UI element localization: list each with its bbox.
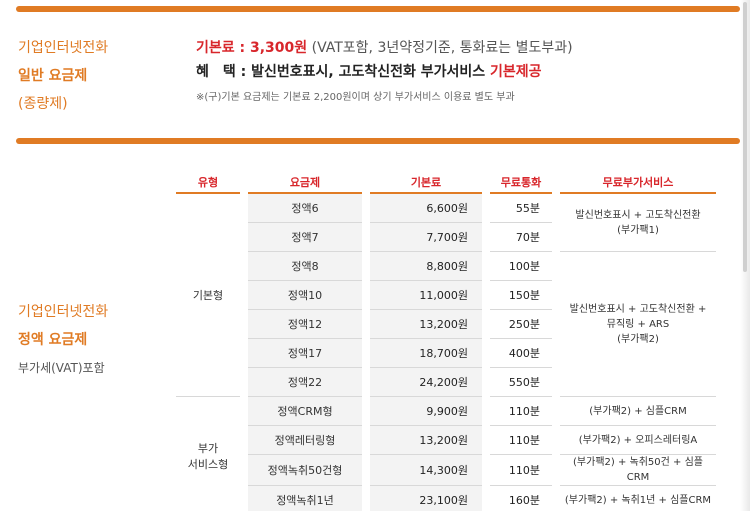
type-addon-line2: 서비스형 (187, 457, 229, 471)
scrollbar-thumb[interactable] (743, 2, 747, 272)
benefit-highlight: 기본제공 (490, 64, 542, 80)
header-type: 유형 (176, 172, 240, 194)
plan-fee: 18,700원 (370, 339, 482, 368)
header-free-minutes: 무료통화 (490, 172, 552, 194)
section2-label-vat: 부가세(VAT)포함 (18, 361, 105, 375)
service-pack2-line2: 뮤직링 + ARS (606, 318, 670, 330)
table-row: 정액22 24,200원 550분 (176, 368, 716, 397)
table-row: 기본형 정액6 6,600원 55분 발신번호표시 + 고도착신전환 (부가팩1… (176, 194, 716, 397)
section2-label-plan: 정액 요금제 (18, 332, 88, 348)
plan-fee: 24,200원 (370, 368, 482, 397)
plan-name: 정액CRM형 (248, 397, 362, 426)
section2-label: 기업인터넷전화 정액 요금제 부가세(VAT)포함 (18, 298, 108, 382)
plan-fee: 14,300원 (370, 455, 482, 486)
fee-label: 기본료 : 3,300원 (196, 40, 308, 56)
plan-free-minutes: 70분 (490, 223, 552, 252)
plan-name: 정액17 (248, 339, 362, 368)
plan-fee: 13,200원 (370, 426, 482, 455)
service-pack1-line2: (부가팩1) (617, 224, 659, 236)
section2-label-company: 기업인터넷전화 (18, 304, 109, 320)
service-pack1-line1: 발신번호표시 + 고도착신전환 (575, 209, 701, 221)
plan-free-minutes: 100분 (490, 252, 552, 281)
benefit-line: 혜 택 : 발신번호표시, 고도착신전화 부가서비스 기본제공 (196, 60, 573, 84)
plan-name: 정액8 (248, 252, 362, 281)
table-row: 정액녹취1년 23,100원 160분 (부가팩2) + 녹취1년 + 심플CR… (176, 486, 716, 511)
section1-label-company: 기업인터넷전화 (18, 40, 109, 56)
service-pack1: 발신번호표시 + 고도착신전환 (부가팩1) (560, 194, 716, 252)
fee-line: 기본료 : 3,300원 (VAT포함, 3년약정기준, 통화료는 별도부과) (196, 36, 573, 60)
table-row: 정액17 18,700원 400분 (176, 339, 716, 368)
service-pack2: 발신번호표시 + 고도착신전환 + 뮤직링 + ARS (부가팩2) (560, 252, 716, 397)
service-recording-50: (부가팩2) + 녹취50건 + 심플CRM (560, 455, 716, 486)
plan-name: 정액녹취50건형 (248, 455, 362, 486)
plan-fee: 8,800원 (370, 252, 482, 281)
section1-label-type: (종량제) (18, 96, 68, 112)
legacy-plan-note: ※(구)기본 요금제는 기본료 2,200원이며 상기 부가서비스 이용료 별도… (196, 92, 515, 103)
table-header-row: 유형 요금제 기본료 무료통화 무료부가서비스 (176, 172, 716, 194)
service-pack2-line1: 발신번호표시 + 고도착신전환 + (569, 303, 707, 315)
plan-fee: 9,900원 (370, 397, 482, 426)
table-row: 부가 서비스형 정액CRM형 9,900원 110분 (부가팩2) + 심플CR… (176, 397, 716, 471)
header-plan: 요금제 (248, 172, 362, 194)
plan-free-minutes: 110분 (490, 397, 552, 426)
section1-label-plan: 일반 요금제 (18, 68, 88, 84)
table-row: 정액녹취50건형 14,300원 110분 (부가팩2) + 녹취50건 + 심… (176, 455, 716, 486)
plan-fee: 11,000원 (370, 281, 482, 310)
benefit-text: 발신번호표시, 고도착신전화 부가서비스 (251, 64, 491, 80)
plan-fee: 13,200원 (370, 310, 482, 339)
plan-fee: 23,100원 (370, 486, 482, 511)
plan-name: 정액6 (248, 194, 362, 223)
service-pack2-line3: (부가팩2) (617, 333, 659, 345)
type-addon-line1: 부가 (197, 441, 219, 455)
top-divider (16, 6, 740, 12)
table-row: 정액10 11,000원 150분 (176, 281, 716, 310)
type-basic: 기본형 (176, 194, 240, 397)
plan-name: 정액10 (248, 281, 362, 310)
plan-name: 정액7 (248, 223, 362, 252)
service-recording-1y: (부가팩2) + 녹취1년 + 심플CRM (560, 486, 716, 511)
plan-free-minutes: 110분 (490, 426, 552, 455)
table-row: 정액레터링형 13,200원 110분 (부가팩2) + 오피스레터링A (176, 426, 716, 455)
fee-detail: (VAT포함, 3년약정기준, 통화료는 별도부과) (307, 40, 573, 56)
plan-name: 정액레터링형 (248, 426, 362, 455)
plan-name: 정액12 (248, 310, 362, 339)
plan-free-minutes: 110분 (490, 455, 552, 486)
plan-free-minutes: 160분 (490, 486, 552, 511)
plan-name: 정액녹취1년 (248, 486, 362, 511)
plan-free-minutes: 150분 (490, 281, 552, 310)
middle-divider (16, 138, 740, 144)
section1-label: 기업인터넷전화 일반 요금제 (종량제) (18, 34, 108, 118)
type-addon: 부가 서비스형 (176, 397, 240, 511)
plan-free-minutes: 400분 (490, 339, 552, 368)
service-crm: (부가팩2) + 심플CRM (560, 397, 716, 426)
flat-rate-table: 유형 요금제 기본료 무료통화 무료부가서비스 기본형 정액6 6,600원 5… (176, 172, 716, 511)
header-free-services: 무료부가서비스 (560, 172, 716, 194)
plan-free-minutes: 55분 (490, 194, 552, 223)
plan-name: 정액22 (248, 368, 362, 397)
plan-free-minutes: 250분 (490, 310, 552, 339)
table-row: 정액7 7,700원 70분 (176, 223, 716, 252)
table-row: 정액12 13,200원 250분 (176, 310, 716, 339)
section1-details: 기본료 : 3,300원 (VAT포함, 3년약정기준, 통화료는 별도부과) … (196, 36, 573, 103)
plan-free-minutes: 550분 (490, 368, 552, 397)
benefit-label: 혜 택 : (196, 64, 252, 80)
plan-fee: 7,700원 (370, 223, 482, 252)
table-row: 정액8 8,800원 100분 발신번호표시 + 고도착신전환 + 뮤직링 + … (176, 252, 716, 397)
plan-fee: 6,600원 (370, 194, 482, 223)
service-lettering: (부가팩2) + 오피스레터링A (560, 426, 716, 455)
header-fee: 기본료 (370, 172, 482, 194)
